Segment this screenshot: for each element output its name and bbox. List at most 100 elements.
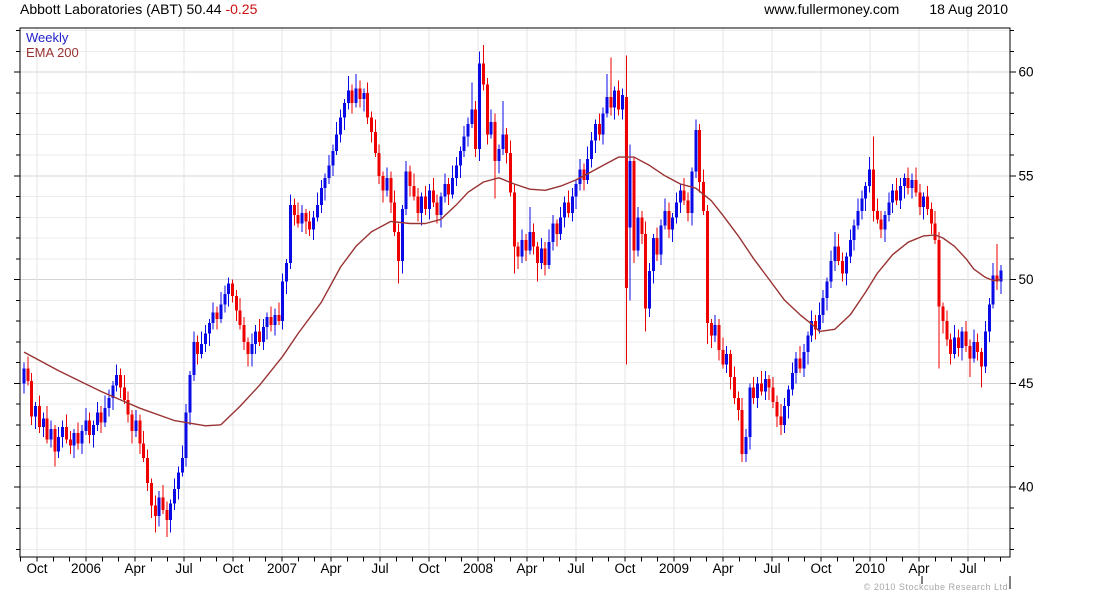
candle-body xyxy=(937,240,941,307)
candle-body xyxy=(814,321,818,330)
candle-body xyxy=(497,148,501,162)
candle-body xyxy=(153,505,157,517)
plot-border xyxy=(19,27,1011,558)
ema-200-line xyxy=(23,156,1001,427)
candle-body xyxy=(454,165,458,178)
x-axis-label: Jul xyxy=(175,561,192,576)
x-axis-label: 2008 xyxy=(463,561,493,576)
candle-body xyxy=(563,202,567,218)
candle-body xyxy=(756,383,760,398)
candle-body xyxy=(319,188,323,205)
candle-body xyxy=(605,96,609,114)
candle-body xyxy=(493,121,497,162)
candle-body xyxy=(871,169,875,212)
candle-body xyxy=(37,406,41,427)
candle-body xyxy=(644,233,648,309)
candle-body xyxy=(856,211,860,226)
candle-body xyxy=(590,140,594,160)
candle-body xyxy=(72,433,76,446)
candle-body xyxy=(671,217,675,230)
candle-body xyxy=(377,152,381,176)
candle-body xyxy=(22,368,26,384)
x-axis-label: Jul xyxy=(567,561,584,576)
candle-body xyxy=(539,248,543,263)
candle-body xyxy=(88,420,92,436)
candle-body xyxy=(922,196,926,207)
candle-body xyxy=(26,368,30,382)
candle-body xyxy=(663,211,667,226)
last-price: 50.44 xyxy=(186,1,222,17)
candle-body xyxy=(953,337,957,355)
candle-body xyxy=(173,489,177,504)
candle-body xyxy=(528,231,532,251)
candle-body xyxy=(512,192,516,247)
candle-body xyxy=(875,211,879,220)
candle-body xyxy=(203,333,207,344)
candle-body xyxy=(323,177,327,189)
candle-body xyxy=(729,354,733,378)
candle-body xyxy=(620,94,624,110)
candle-body xyxy=(331,150,335,166)
candle-body xyxy=(219,304,223,319)
candle-body xyxy=(80,430,84,444)
candle-body xyxy=(188,374,192,413)
candle-body xyxy=(640,217,644,234)
instrument-name: Abbott Laboratories (ABT) xyxy=(20,1,183,17)
candle-body xyxy=(215,312,219,319)
candle-body xyxy=(342,103,346,118)
candle-body xyxy=(327,165,331,178)
candle-body xyxy=(945,321,949,340)
candle-body xyxy=(416,196,420,214)
candle-body xyxy=(443,184,447,197)
candle-body xyxy=(991,275,995,305)
candle-body xyxy=(868,169,872,187)
candle-body xyxy=(381,175,385,191)
candle-body xyxy=(354,88,358,104)
candle-body xyxy=(165,509,169,521)
candle-body xyxy=(825,281,829,299)
candle-body xyxy=(501,134,505,149)
y-axis-label: 55 xyxy=(1019,168,1034,183)
candle-body xyxy=(744,437,748,454)
candle-body xyxy=(763,379,767,392)
header-right: www.fullermoney.com 18 Aug 2010 xyxy=(764,1,1008,17)
candle-body xyxy=(586,159,590,180)
candle-body xyxy=(149,482,153,506)
candle-body xyxy=(543,248,547,265)
candle-body xyxy=(632,161,636,251)
candle-body xyxy=(246,341,250,355)
candle-body xyxy=(667,211,671,230)
candle-body xyxy=(466,123,470,137)
candle-body xyxy=(451,177,455,195)
candle-body xyxy=(555,223,559,234)
candle-body xyxy=(775,401,779,417)
candle-body xyxy=(829,260,833,282)
candle-body xyxy=(508,152,512,193)
candle-body xyxy=(520,240,524,257)
candle-body xyxy=(385,177,389,191)
candle-body xyxy=(95,412,99,425)
candle-body xyxy=(601,113,605,135)
candle-body xyxy=(339,117,343,135)
candle-body xyxy=(369,117,373,133)
candle-body xyxy=(547,242,551,265)
candle-body xyxy=(366,92,370,118)
legend-ema-label: EMA 200 xyxy=(26,45,79,60)
candle-body xyxy=(536,246,540,263)
candle-body xyxy=(790,372,794,390)
candle-body xyxy=(574,184,578,197)
candle-body xyxy=(180,457,184,473)
candle-body xyxy=(732,377,736,398)
candle-body xyxy=(647,271,651,309)
candle-body xyxy=(551,223,555,243)
candle-body xyxy=(238,310,242,326)
candle-body xyxy=(207,323,211,334)
candle-body xyxy=(273,314,277,326)
candle-body xyxy=(570,196,574,214)
candle-body xyxy=(34,406,38,417)
candle-body xyxy=(582,169,586,180)
candle-body xyxy=(64,426,68,440)
x-axis-label: Apr xyxy=(320,561,342,576)
candle-body xyxy=(902,177,906,187)
